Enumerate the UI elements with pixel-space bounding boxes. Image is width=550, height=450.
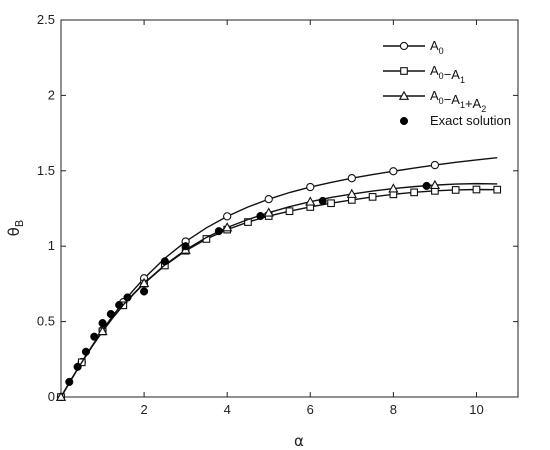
x-tick-label: 2 [140,402,147,417]
legend-marker [398,90,410,100]
data-point [65,377,74,386]
legend-item: A0−A1+A2 [383,88,486,114]
svg-text:θB: θB [5,220,26,237]
legend-label-subscript: 0 [439,96,444,106]
data-point [55,391,67,401]
data-point [388,183,399,193]
legend-label: A0−A1 [430,63,465,85]
legend-label: Exact solution [430,113,511,128]
legend-label: A0 [430,38,444,56]
legend-label-text: A [430,63,439,78]
plot-frame [60,19,519,398]
data-point [318,196,327,206]
data-point [430,160,440,170]
data-point [422,181,431,190]
y-axis-label-sub: B [13,220,26,228]
legend-label-text: −A [444,92,461,107]
data-point [305,196,316,206]
y-tick-label: 1 [48,238,55,253]
y-tick-label: 2.5 [37,12,55,27]
data-point [263,207,274,217]
x-tick-label: 4 [224,402,231,417]
data-point [285,207,294,216]
legend-label-text: −A [444,67,461,82]
legend-label-subscript: 0 [439,71,444,81]
series-1 [57,185,502,401]
x-tick-label: 6 [307,402,314,417]
series-line [60,188,498,398]
data-point [429,179,441,190]
data-point [97,325,108,336]
legend-label-text: A [430,38,439,53]
data-point [73,362,82,371]
y-tick-label: 2 [48,87,55,102]
data-point [256,211,265,221]
data-point [244,218,252,226]
data-point [138,277,150,288]
legend-item: Exact solution [399,113,511,128]
data-point [140,287,149,296]
data-point [98,319,107,328]
data-point [123,293,132,302]
y-tick-label: 0.5 [37,314,55,329]
legend-label-text: A [430,88,439,103]
data-point [327,199,335,208]
y-tick-label: 1.5 [37,163,55,178]
legend-label-text: +A [465,96,482,111]
data-point [472,185,481,194]
data-point [222,222,233,232]
y-axis-label-main: θ [5,227,23,236]
data-point [264,195,273,204]
data-point [214,227,223,236]
tick-marks [61,19,518,398]
legend-marker [400,67,408,75]
data-point [160,257,169,266]
data-point [223,212,232,221]
data-point [106,310,115,319]
data-point [90,332,99,341]
legend-label-subscript: 1 [460,75,465,85]
data-point [410,188,418,197]
data-point [368,193,377,201]
legend-label-subscript: 1 [460,100,465,110]
plot-area [60,19,519,398]
legend-item: A0 [383,38,444,56]
x-tick-label: 8 [390,402,397,417]
data-point [81,347,90,356]
series-3 [65,181,431,386]
legend-label: A0−A1+A2 [430,88,486,114]
x-tick-label: 10 [469,402,483,417]
data-point [451,186,460,194]
legend-item: A0−A1 [383,63,465,85]
legend-label-subscript: 2 [481,104,486,114]
series-line [60,182,498,398]
y-axis-label: θB [5,220,26,237]
data-point [389,167,398,176]
series-group [55,156,502,402]
data-point [493,185,502,194]
data-point [306,182,315,192]
x-axis-label: α [294,432,304,450]
data-point [347,174,356,183]
data-point [346,188,357,198]
data-point [181,242,190,251]
legend-marker [399,116,409,126]
legend-label-subscript: 0 [439,46,444,56]
y-tick-label: 0 [48,389,55,404]
data-point [115,300,124,310]
legend-marker [399,41,409,51]
